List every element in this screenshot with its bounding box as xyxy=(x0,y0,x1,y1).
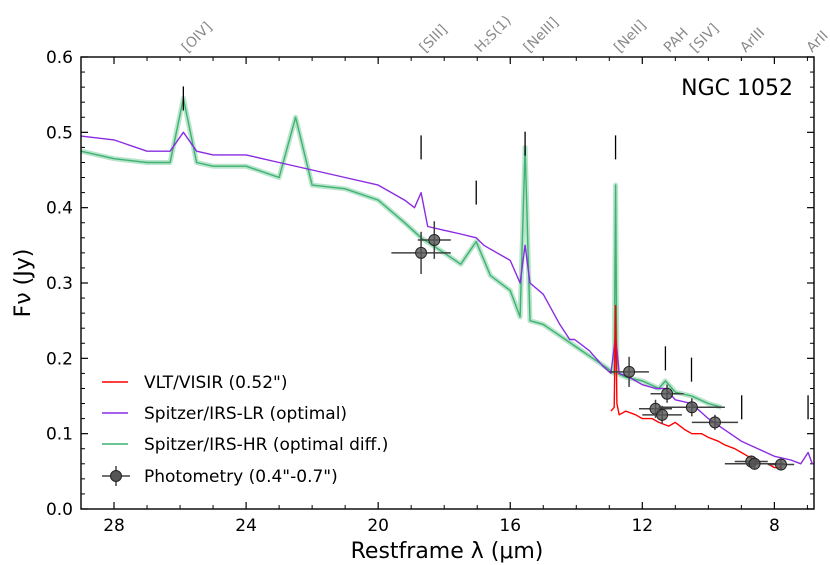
emission-line-label: [SIII] xyxy=(417,22,451,56)
y-tick-labels: 0.0 0.1 0.2 0.3 0.4 0.5 0.6 xyxy=(46,48,73,520)
y-tick-label: 0.0 xyxy=(46,500,73,520)
x-tick-label: 28 xyxy=(103,516,125,536)
emission-line-label: [NeIII] xyxy=(521,15,562,56)
irs-hr-spectrum-line xyxy=(80,97,722,408)
object-title: NGC 1052 xyxy=(681,76,793,101)
y-tick-label: 0.1 xyxy=(46,425,73,445)
x-tick-label: 16 xyxy=(499,516,521,536)
emission-line-label: [NeII] xyxy=(611,17,649,55)
x-axis-title: Restframe λ (μm) xyxy=(351,539,544,564)
legend-label-photometry: Photometry (0.4"-0.7") xyxy=(144,467,338,487)
photometry-point xyxy=(623,365,636,378)
photometry-point xyxy=(748,457,761,470)
data-series xyxy=(80,95,814,469)
photometry-points xyxy=(391,221,795,471)
photometry-point xyxy=(685,401,698,414)
emission-line-label: ArII xyxy=(804,28,830,56)
y-tick-label: 0.4 xyxy=(46,199,73,219)
x-tick-label: 12 xyxy=(631,516,653,536)
legend: VLT/VISIR (0.52") Spitzer/IRS-LR (optima… xyxy=(102,373,388,487)
x-tick-label: 20 xyxy=(367,516,389,536)
irs-lr-spectrum-line xyxy=(80,131,814,465)
legend-label-visir: VLT/VISIR (0.52") xyxy=(144,373,287,393)
emission-line-labels: [OIV] [SIII] H₂S(1) [NeIII] [NeII] PAH[SIV] Ar… xyxy=(179,13,830,56)
y-tick-label: 0.3 xyxy=(46,274,73,294)
photometry-point xyxy=(656,408,669,421)
emission-line-label: [SIV] xyxy=(687,21,722,56)
y-tick-label: 0.2 xyxy=(46,349,73,369)
y-axis-title: Fν (Jy) xyxy=(11,249,36,318)
x-tick-labels: 28 24 20 16 12 8 xyxy=(103,516,780,536)
y-tick-label: 0.5 xyxy=(46,123,73,143)
x-tick-label: 24 xyxy=(235,516,257,536)
emission-line-label: [OIV] xyxy=(179,19,216,56)
y-tick-label: 0.6 xyxy=(46,48,73,68)
legend-photometry-marker xyxy=(110,470,122,482)
emission-line-label: ArIII xyxy=(737,25,768,56)
legend-label-irs-hr: Spitzer/IRS-HR (optimal diff.) xyxy=(144,435,388,455)
emission-line-label: H₂S(1) xyxy=(472,13,515,56)
x-tick-label: 8 xyxy=(769,516,780,536)
photometry-point xyxy=(708,416,721,429)
photometry-point xyxy=(774,458,787,471)
photometry-point xyxy=(428,234,441,247)
photometry-point xyxy=(415,246,428,259)
line-markers xyxy=(182,86,809,420)
legend-label-irs-lr: Spitzer/IRS-LR (optimal) xyxy=(144,404,347,424)
emission-line-label: PAH xyxy=(661,25,692,56)
plot-frame xyxy=(80,56,815,510)
photometry-point xyxy=(661,387,674,400)
